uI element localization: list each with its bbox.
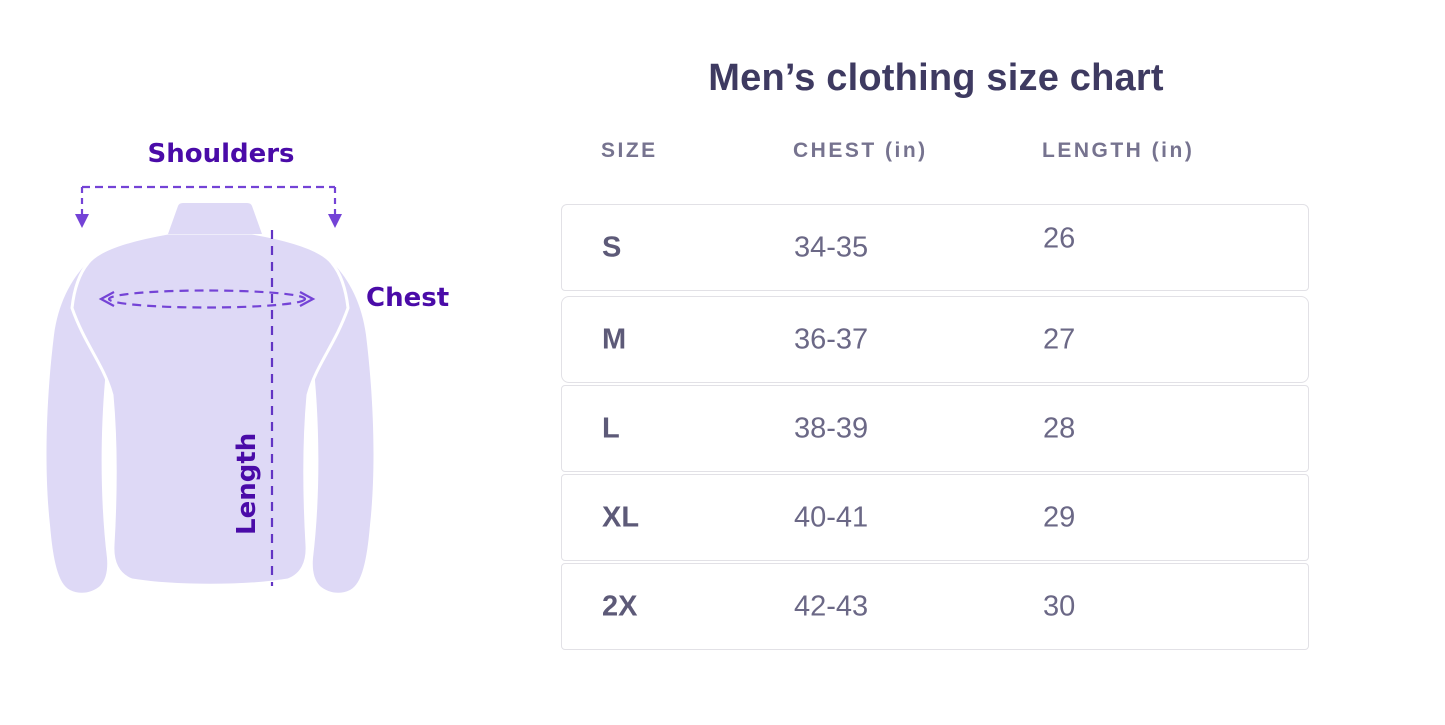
cell-length: 29 — [1043, 501, 1076, 533]
cell-chest: 34-35 — [794, 231, 869, 263]
cell-size: S — [602, 231, 622, 263]
cell-size: XL — [602, 501, 640, 533]
chest-measure-ellipse — [98, 289, 316, 309]
cell-size: 2X — [602, 590, 638, 622]
chest-label: Chest — [366, 283, 450, 313]
table-row-s: S 34-35 26 — [561, 204, 1309, 291]
cell-length: 28 — [1043, 412, 1076, 444]
cell-length: 26 — [1043, 222, 1076, 254]
shirt-measurement-diagram: Shoulders Chest Length — [0, 0, 520, 725]
table-row-m: M 36-37 27 — [561, 296, 1309, 383]
shirt-illustration — [46, 185, 374, 593]
table-row-2x: 2X 42-43 30 — [561, 563, 1309, 650]
shoulders-measure-bracket — [80, 185, 337, 214]
column-header-size: SIZE — [601, 139, 658, 162]
chest-arrow-left-icon — [98, 291, 115, 307]
chest-arrow-right-icon — [299, 291, 316, 307]
shoulders-label: Shoulders — [147, 139, 295, 169]
cell-size: L — [602, 412, 620, 444]
cell-chest: 40-41 — [794, 501, 869, 533]
length-label: Length — [232, 432, 262, 535]
size-table: S 34-35 26 M 36-37 27 L 38-39 28 XL 40-4… — [561, 204, 1309, 652]
table-row-l: L 38-39 28 — [561, 385, 1309, 472]
cell-chest: 36-37 — [794, 323, 869, 355]
cell-chest: 42-43 — [794, 590, 869, 622]
shirt-collar — [168, 203, 262, 234]
shoulders-arrow-right-icon — [328, 214, 342, 228]
table-row-xl: XL 40-41 29 — [561, 474, 1309, 561]
cell-length: 27 — [1043, 323, 1076, 355]
column-header-length: LENGTH (in) — [1042, 139, 1195, 162]
column-header-chest: CHEST (in) — [793, 139, 928, 162]
table-header-row: SIZE CHEST (in) LENGTH (in) — [561, 139, 1311, 167]
shoulders-arrow-left-icon — [75, 214, 89, 228]
cell-length: 30 — [1043, 590, 1076, 622]
chart-title: Men’s clothing size chart — [708, 57, 1164, 99]
cell-chest: 38-39 — [794, 412, 869, 444]
cell-size: M — [602, 323, 627, 355]
shirt-body — [70, 231, 350, 587]
